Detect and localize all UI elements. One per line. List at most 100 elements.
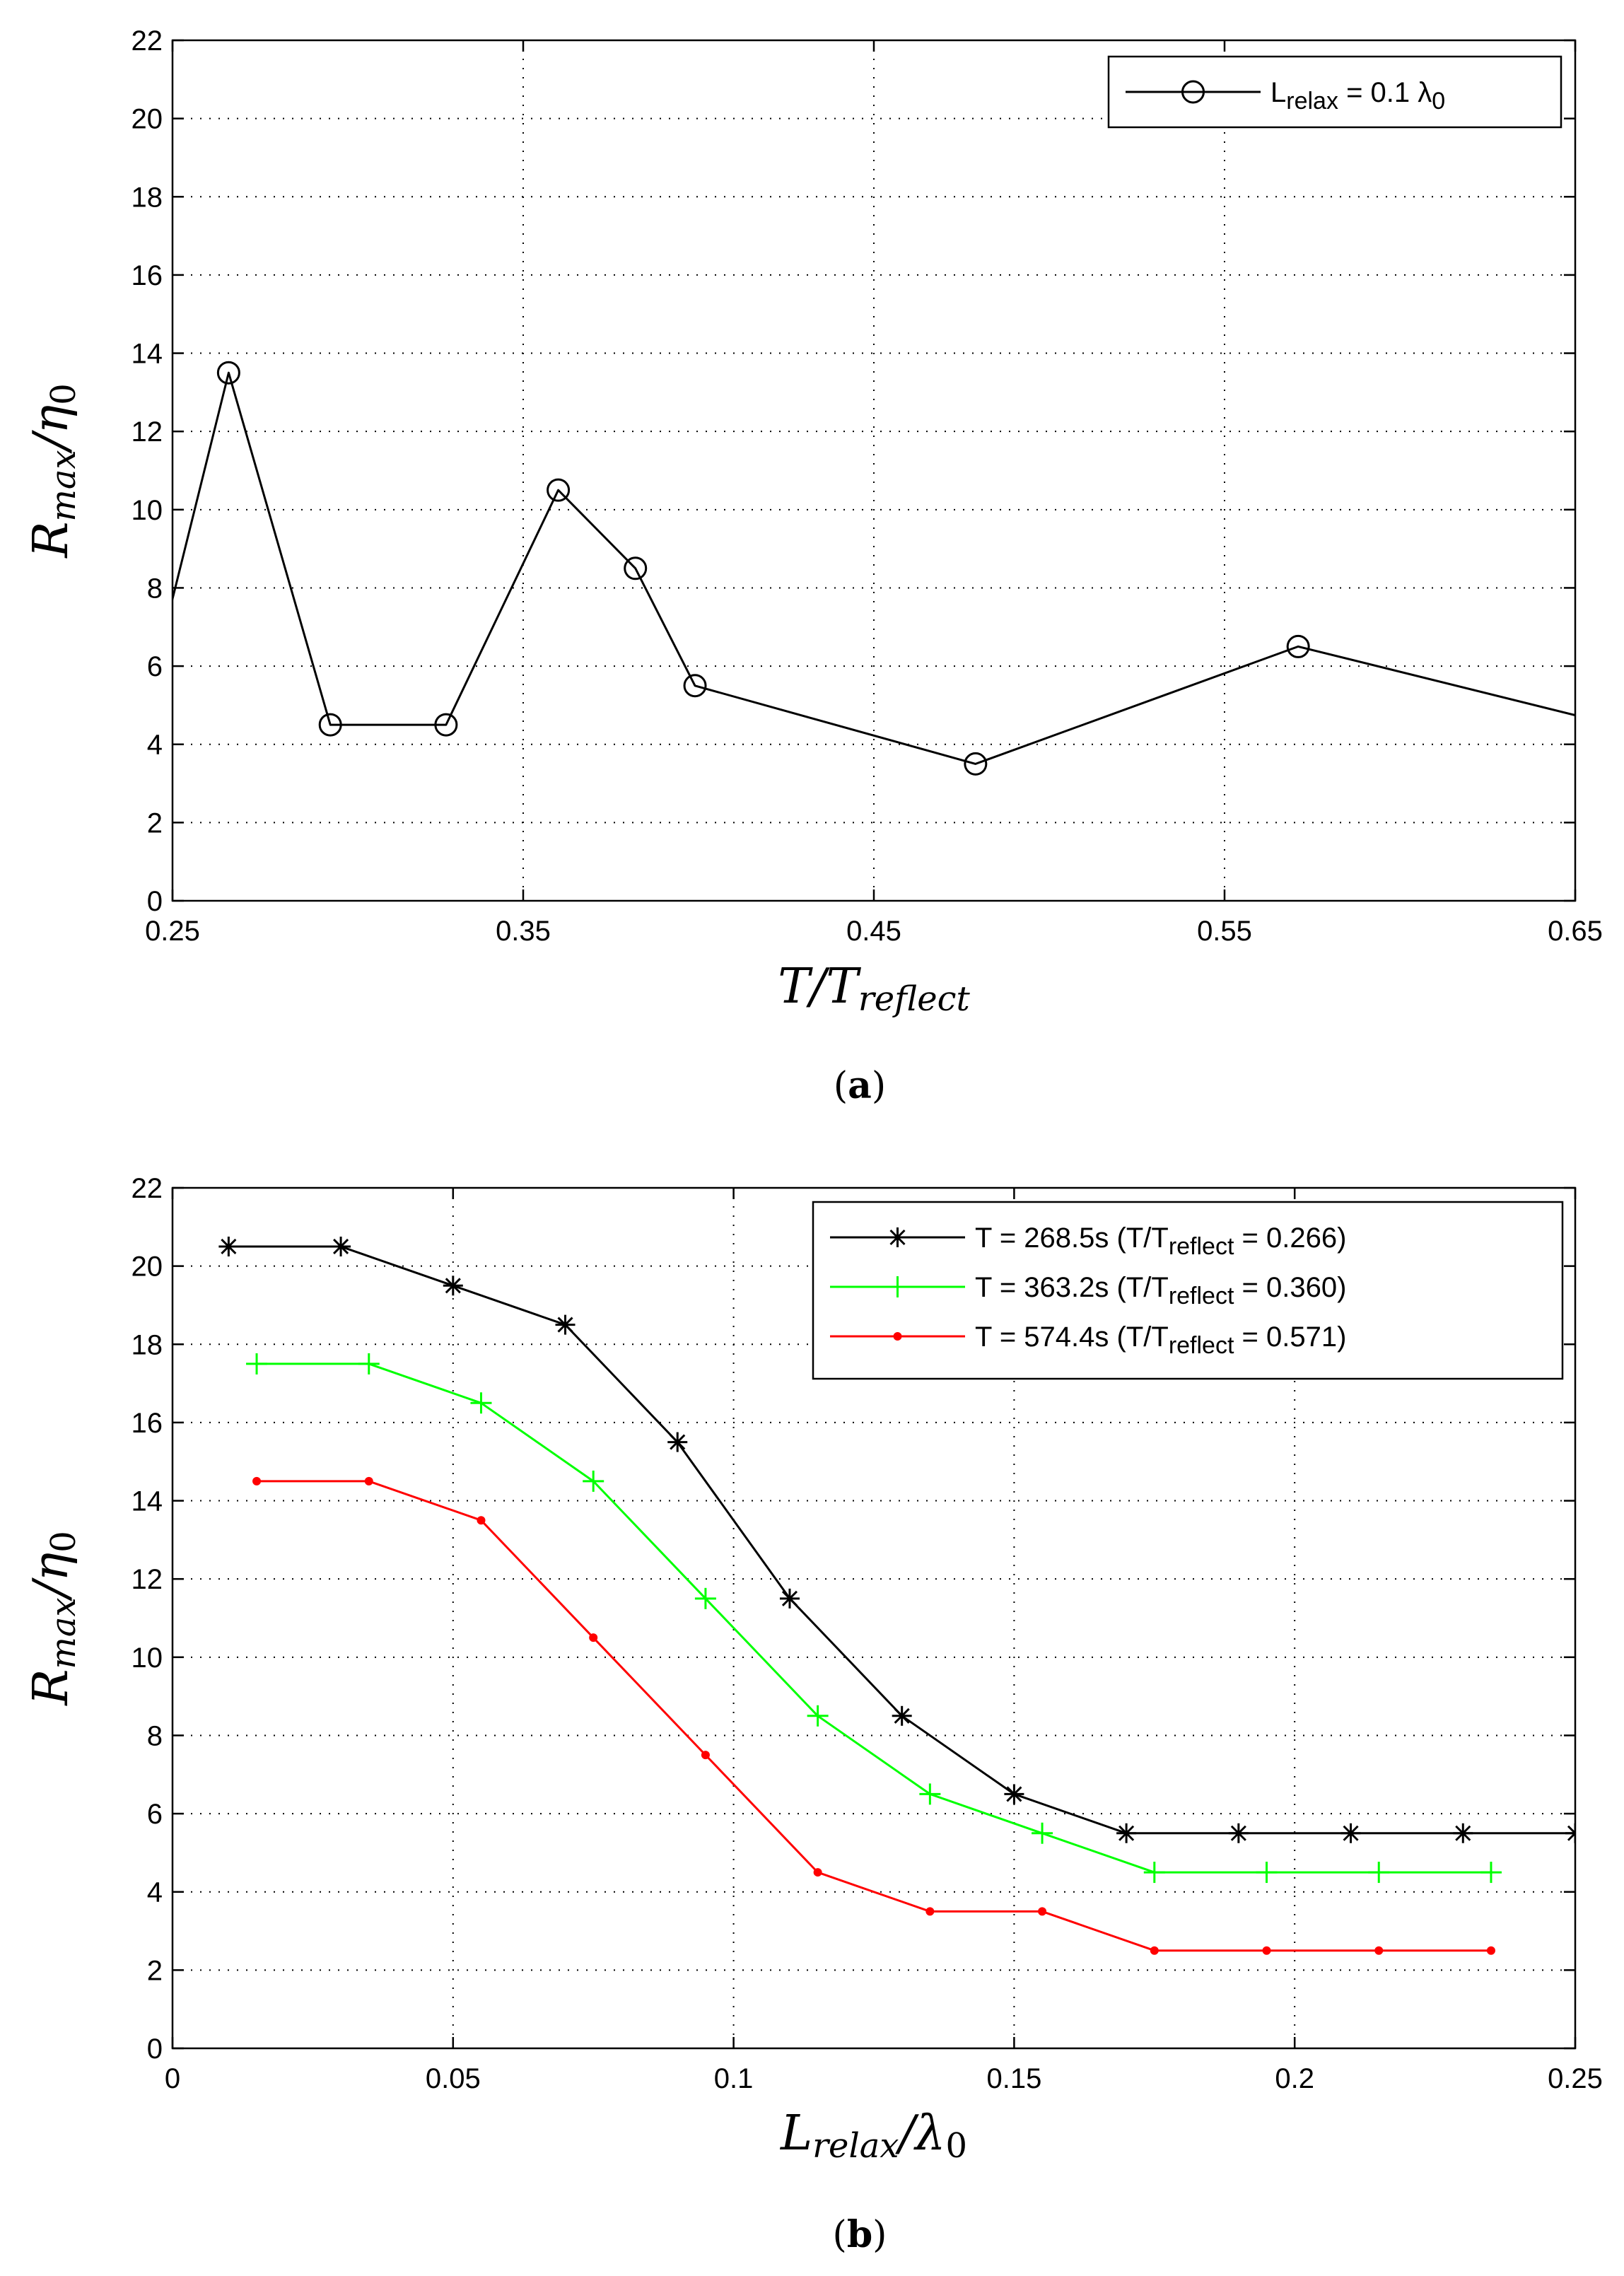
x-tick-label: 0.2 <box>1275 2063 1314 2094</box>
y-tick-label: 4 <box>147 730 163 761</box>
y-tick-label: 20 <box>132 104 163 135</box>
x-axis-label-sub: reflect <box>858 979 971 1019</box>
data-point <box>547 478 571 502</box>
data-point <box>1032 1822 1053 1844</box>
legend-marker <box>887 1276 909 1297</box>
caption-open: ( <box>834 1065 848 1107</box>
data-point <box>555 1314 576 1335</box>
y-tick-label: 0 <box>147 2033 163 2065</box>
x-tick-label: 0.1 <box>714 2063 754 2094</box>
legend-text-rest: = 0.571) <box>1234 1321 1346 1353</box>
legend-text-rest: = 0.266) <box>1234 1222 1346 1254</box>
legend-text-sub: relax <box>1286 88 1338 115</box>
legend-text-rest: = 0.1 λ <box>1338 77 1432 108</box>
data-point <box>589 1633 598 1642</box>
y-tick-label: 8 <box>147 573 163 604</box>
data-point <box>1262 1946 1271 1955</box>
y-tick-label: 8 <box>147 1720 163 1751</box>
caption-letter: a <box>848 1064 872 1107</box>
x-tick-label: 0 <box>165 2063 180 2094</box>
y-axis-label-main: R <box>23 522 79 559</box>
x-axis-label-sub2: 0 <box>946 2126 968 2166</box>
y-tick-label: 2 <box>147 807 163 839</box>
y-tick-label: 16 <box>132 260 163 291</box>
legend-text-main: T = 363.2s (T/T <box>975 1272 1169 1303</box>
y-tick-label: 6 <box>147 1799 163 1830</box>
data-point <box>477 1516 486 1525</box>
data-point <box>624 556 648 580</box>
data-point <box>1228 1823 1249 1843</box>
y-tick-label: 6 <box>147 651 163 682</box>
data-point <box>1004 1784 1024 1804</box>
x-tick-label: 0.35 <box>496 916 551 947</box>
y-axis-label-sub: max <box>44 1597 83 1669</box>
data-point <box>1038 1907 1047 1916</box>
y-axis-label-sub: max <box>44 450 83 521</box>
series-line <box>173 371 1575 765</box>
legend-box <box>812 1201 1564 1380</box>
series-1 <box>218 1236 1575 1843</box>
data-point <box>246 1353 268 1375</box>
x-axis-label-sub: relax <box>812 2126 899 2166</box>
y-tick-label: 22 <box>132 25 163 57</box>
caption-close: ) <box>872 2214 887 2256</box>
data-point <box>925 1907 935 1916</box>
data-point <box>1150 1946 1159 1955</box>
series-3 <box>252 1476 1495 1955</box>
plot-frame <box>171 1186 1577 2050</box>
x-tick-label: 0.25 <box>1548 2063 1603 2094</box>
y-tick-label: 12 <box>132 1564 163 1595</box>
data-point <box>964 752 988 776</box>
caption-open: ( <box>833 2214 847 2256</box>
y-axis-label-main: R <box>23 1669 79 1707</box>
data-point <box>364 1476 373 1486</box>
legend-text-sub: reflect <box>1169 1332 1234 1359</box>
y-tick-label: 16 <box>132 1408 163 1439</box>
legend-text-sub: reflect <box>1169 1233 1234 1260</box>
data-point <box>1340 1823 1361 1843</box>
x-axis-label-main: T/T <box>778 959 861 1015</box>
data-point <box>1286 634 1310 658</box>
legend-entry: Lrelax = 0.1 λ0 <box>1270 77 1445 115</box>
data-point <box>1256 1862 1278 1884</box>
series-line <box>257 1480 1491 1952</box>
y-tick-label: 10 <box>132 1642 163 1674</box>
legend-marker <box>1181 80 1205 104</box>
x-tick-label: 0.55 <box>1197 916 1252 947</box>
x-tick-label: 0.25 <box>145 916 200 947</box>
legend: T = 268.5s (T/Treflect = 0.266)T = 363.2… <box>812 1201 1564 1380</box>
series-line <box>257 1362 1491 1874</box>
data-point <box>443 1276 463 1296</box>
data-point <box>318 713 342 737</box>
y-tick-label: 22 <box>132 1173 163 1204</box>
data-point <box>358 1353 380 1375</box>
y-tick-label: 12 <box>132 416 163 448</box>
y-tick-label: 20 <box>132 1251 163 1283</box>
data-point <box>701 1751 710 1760</box>
data-point <box>1374 1946 1384 1955</box>
x-axis-label-mid: /λ <box>894 2106 945 2161</box>
y-axis-label-sub2: 0 <box>44 383 83 405</box>
chart-a: 0.25 0.35 0.45 0.55 0.65 0 2 4 6 8 10 12 14 16 18 20 22 T… <box>23 25 1603 1107</box>
data-point <box>694 1587 716 1609</box>
y-tick-label: 4 <box>147 1877 163 1908</box>
x-axis-label-main: L <box>779 2106 812 2161</box>
data-point <box>583 1470 604 1492</box>
legend-text-main: T = 574.4s (T/T <box>975 1321 1169 1353</box>
data-point <box>331 1236 351 1256</box>
y-tick-label: 14 <box>132 1486 163 1517</box>
data-point <box>919 1783 941 1805</box>
x-axis-label: Lrelax/λ0 <box>779 2106 967 2166</box>
legend-text-sub2: 0 <box>1432 88 1445 115</box>
y-tick-label: 0 <box>147 886 163 917</box>
caption-close: ) <box>872 1065 886 1107</box>
y-axis-label-sub2: 0 <box>44 1531 83 1553</box>
legend-text-rest: = 0.360) <box>1234 1272 1346 1303</box>
x-tick-label: 0.15 <box>986 2063 1041 2094</box>
legend-text-main: L <box>1270 77 1286 108</box>
data-point <box>807 1705 829 1727</box>
legend: Lrelax = 0.1 λ0 <box>1107 55 1562 129</box>
figure-caption: (b) <box>833 2213 887 2256</box>
caption-letter: b <box>847 2213 872 2256</box>
